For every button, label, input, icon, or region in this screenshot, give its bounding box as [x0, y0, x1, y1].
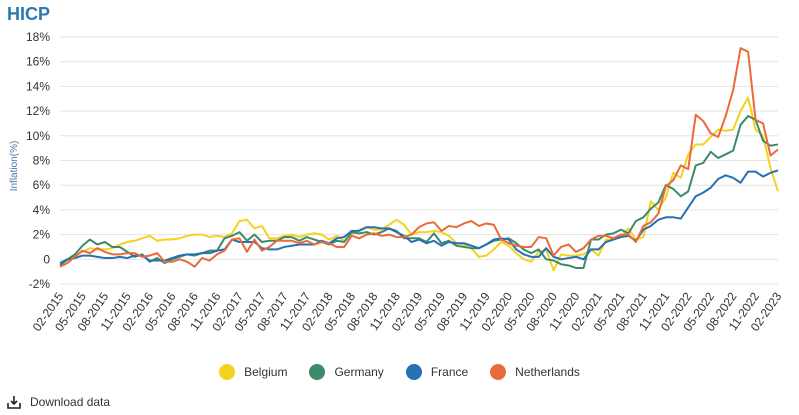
- y-tick-label: 10%: [26, 129, 50, 143]
- y-tick-label: -2%: [29, 277, 51, 291]
- y-tick-label: 6%: [33, 178, 51, 192]
- series-line-germany: [59, 115, 779, 269]
- legend-label: Belgium: [244, 365, 288, 379]
- legend-swatch: [219, 364, 236, 380]
- y-tick-label: 14%: [26, 79, 50, 93]
- legend-item-netherlands[interactable]: Netherlands: [490, 364, 580, 380]
- legend-swatch: [490, 364, 507, 380]
- series-line-france: [59, 169, 779, 264]
- y-tick-label: 4%: [33, 203, 51, 217]
- legend-item-belgium[interactable]: Belgium: [219, 364, 287, 380]
- legend-swatch: [405, 364, 422, 380]
- legend-item-germany[interactable]: Germany: [309, 364, 384, 380]
- legend: Belgium Germany France Netherlands: [0, 364, 799, 380]
- y-axis-ticks: -2% 0 2% 4% 6% 8% 10% 12% 14% 16% 18%: [26, 30, 50, 291]
- legend-label: France: [430, 365, 469, 379]
- series-line-netherlands: [59, 47, 779, 268]
- download-data-button[interactable]: Download data: [6, 394, 110, 410]
- y-tick-label: 18%: [26, 30, 50, 44]
- y-tick-label: 12%: [26, 104, 50, 118]
- line-chart: -2% 0 2% 4% 6% 8% 10% 12% 14% 16% 18% Inflation(%)…: [9, 30, 785, 334]
- download-label: Download data: [30, 395, 111, 409]
- series-lines: [59, 47, 779, 272]
- y-tick-label: 8%: [33, 154, 51, 168]
- y-tick-label: 16%: [26, 55, 50, 69]
- legend-label: Germany: [334, 365, 384, 379]
- chart-title: HICP: [7, 4, 51, 24]
- legend-label: Netherlands: [515, 365, 580, 379]
- y-axis-label: Inflation(%): [9, 141, 20, 192]
- legend-item-france[interactable]: France: [405, 364, 469, 380]
- y-tick-label: 0: [43, 252, 50, 266]
- x-axis-ticks: 02-201505-201508-201511-201502-201605-20…: [30, 289, 785, 333]
- legend-swatch: [309, 364, 326, 380]
- y-tick-label: 2%: [33, 228, 51, 242]
- download-icon: [7, 396, 21, 409]
- gridlines: [60, 36, 778, 285]
